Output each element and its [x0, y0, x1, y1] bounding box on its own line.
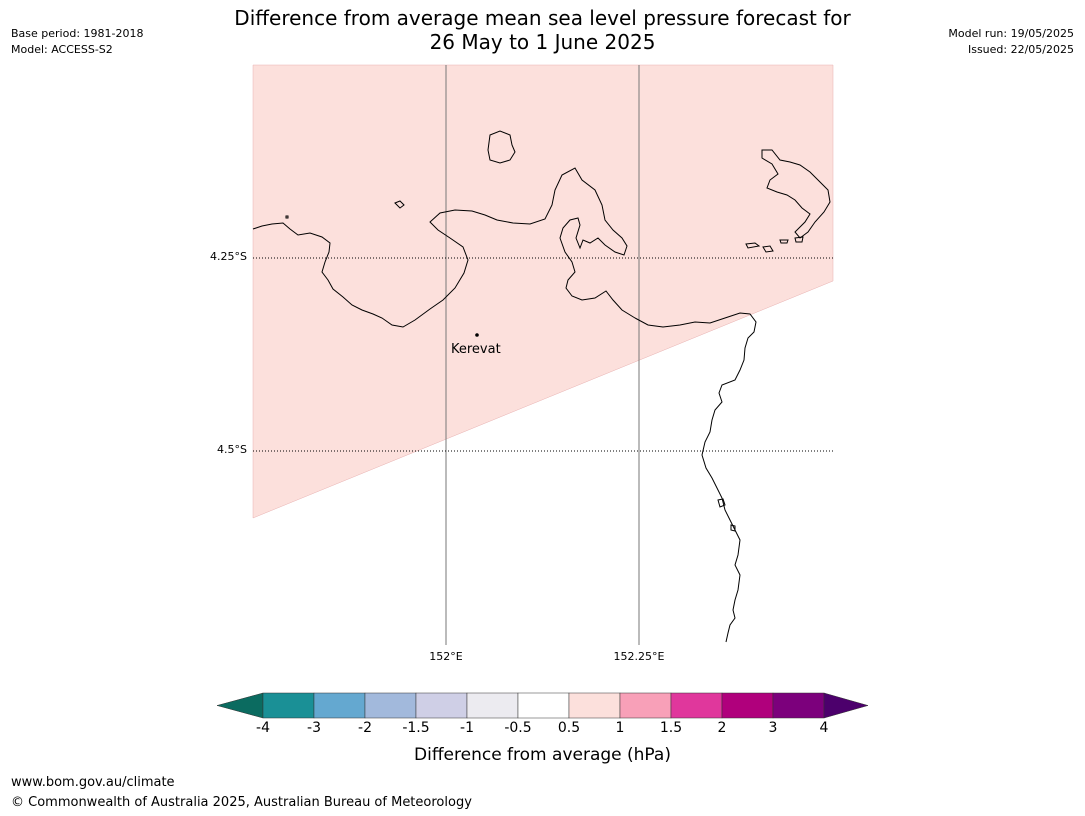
colorbar-box [415, 692, 468, 719]
colorbar-tick-label: -3 [307, 720, 321, 736]
issued-date: Issued: 22/05/2025 [967, 43, 1074, 56]
colorbar-box [313, 692, 366, 719]
islet-ne-4 [794, 236, 804, 243]
islet-ne-1 [745, 242, 761, 249]
colorbar-ticks: -4 -3 -2 -1.5 -1 -0.5 0.5 1 1.5 2 3 4 [0, 720, 1085, 740]
lon-label-152e: 152°E [429, 650, 463, 663]
island-north [487, 130, 516, 164]
island-northeast [761, 149, 831, 239]
colorbar-box [772, 692, 825, 719]
colorbar-tick-label: 4 [819, 720, 829, 736]
colorbar-box [262, 692, 315, 719]
meta-left: Base period: 1981-2018 Model: ACCESS-S2 [11, 26, 143, 58]
colorbar-box [670, 692, 723, 719]
colorbar-box [568, 692, 621, 719]
colorbar-label: Difference from average (hPa) [414, 745, 671, 765]
colorbar-tick-label: 0.5 [557, 720, 581, 736]
colorbar [216, 692, 869, 719]
islet-dot [285, 215, 289, 219]
lat-label-4-25s: 4.25°S [210, 250, 247, 263]
colorbar-box [619, 692, 672, 719]
footer-copyright: © Commonwealth of Australia 2025, Austra… [11, 795, 472, 810]
coastline-main [252, 167, 757, 643]
colorbar-tick-label: -2 [358, 720, 372, 736]
colorbar-arrow-left [216, 692, 264, 719]
colorbar-tick-label: -1.5 [402, 720, 430, 736]
colorbar-tick-label: 3 [768, 720, 778, 736]
model-name: Model: ACCESS-S2 [11, 43, 113, 56]
lat-label-4-5s: 4.5°S [217, 443, 247, 456]
colorbar-tick-label: 2 [717, 720, 727, 736]
colorbar-box [364, 692, 417, 719]
title-line-1: Difference from average mean sea level p… [234, 6, 851, 30]
kerevat-marker [475, 333, 479, 337]
place-label-kerevat: Kerevat [451, 342, 501, 357]
colorbar-tick-label: -0.5 [504, 720, 532, 736]
anomaly-shaded-region [252, 64, 834, 519]
colorbar-tick-label: 1 [615, 720, 625, 736]
map-title: Difference from average mean sea level p… [0, 6, 1085, 54]
islet-ne-2 [762, 245, 774, 253]
colorbar-tick-label: -1 [460, 720, 474, 736]
islet-east-1 [717, 498, 726, 508]
colorbar-box [517, 692, 570, 719]
colorbar-box [721, 692, 774, 719]
model-run: Model run: 19/05/2025 [948, 27, 1074, 40]
colorbar-tick-label: -4 [256, 720, 270, 736]
lon-label-152-25e: 152.25°E [613, 650, 665, 663]
meta-right: Model run: 19/05/2025 Issued: 22/05/2025 [948, 26, 1074, 58]
colorbar-box [466, 692, 519, 719]
islet-west [394, 200, 405, 209]
colorbar-tick-label: 1.5 [659, 720, 683, 736]
title-line-2: 26 May to 1 June 2025 [429, 30, 656, 54]
base-period: Base period: 1981-2018 [11, 27, 144, 40]
islet-east-2 [730, 524, 736, 532]
colorbar-arrow-right [823, 692, 869, 719]
islet-ne-3 [779, 239, 789, 244]
footer-url: www.bom.gov.au/climate [11, 775, 175, 790]
